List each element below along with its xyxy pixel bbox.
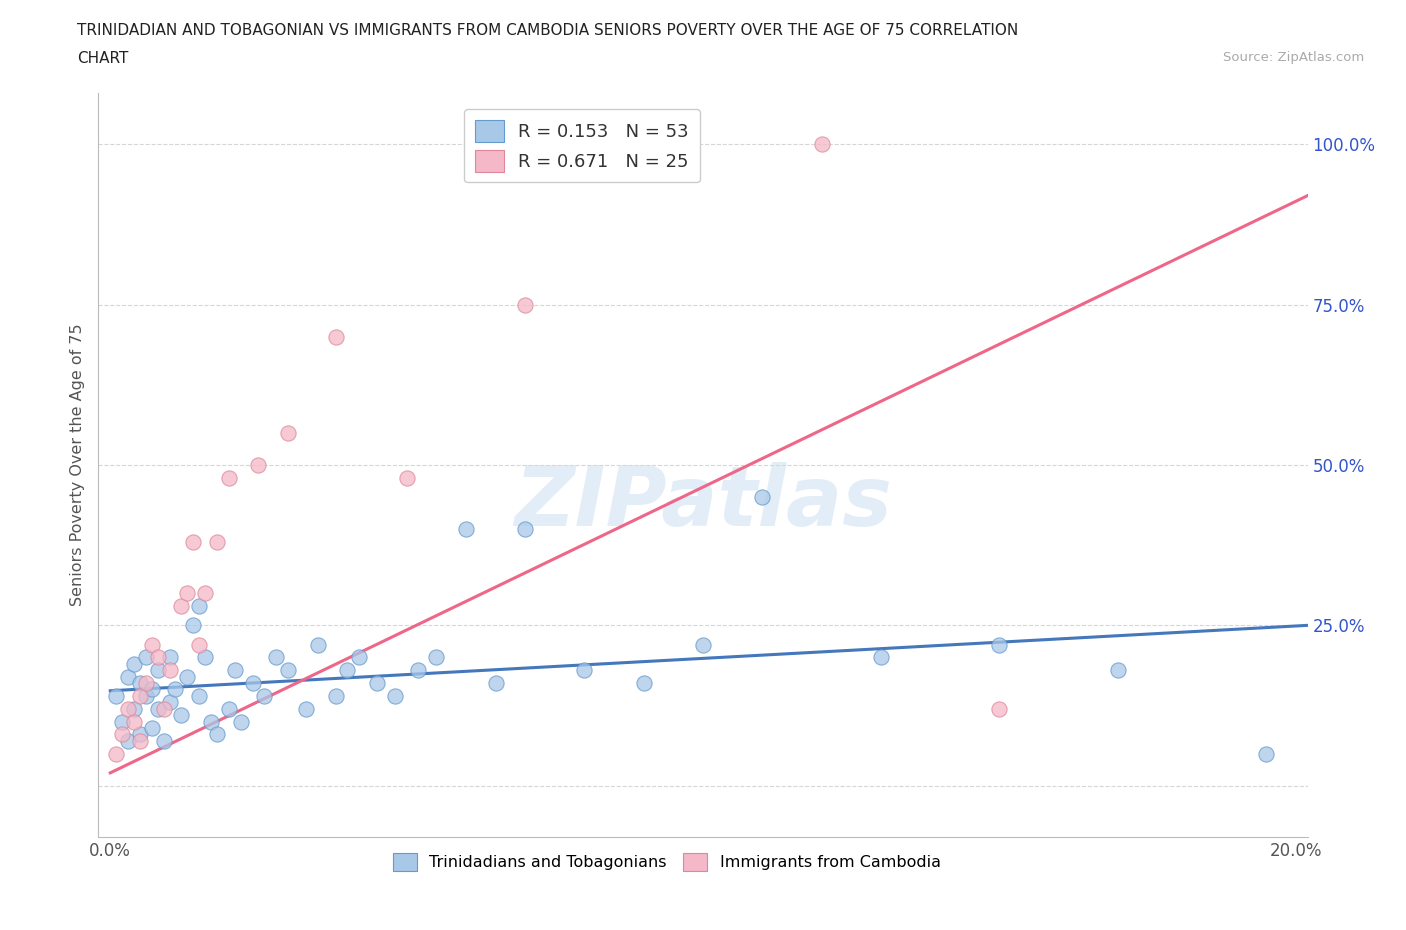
Point [205,535,228,550]
Point [111,727,134,742]
Point [122,714,145,729]
Point [117,734,139,749]
Legend: Trinidadians and Tobagonians, Immigrants from Cambodia: Trinidadians and Tobagonians, Immigrants… [387,846,948,877]
Point [165,682,187,697]
Point [810,137,832,152]
Point [325,688,347,703]
Point [395,471,418,485]
Point [224,663,246,678]
Point [129,688,152,703]
Point [253,688,276,703]
Point [869,650,891,665]
Point [135,675,157,690]
Point [176,670,198,684]
Point [181,535,204,550]
Point [152,734,174,749]
Point [1254,746,1277,761]
Point [988,637,1011,652]
Point [129,675,152,690]
Point [205,727,228,742]
Point [218,701,240,716]
Point [633,675,655,690]
Point [170,599,193,614]
Point [159,663,181,678]
Point [366,675,388,690]
Point [336,663,359,678]
Point [484,675,506,690]
Point [188,599,211,614]
Point [141,682,163,697]
Point [347,650,370,665]
Point [188,688,211,703]
Text: Source: ZipAtlas.com: Source: ZipAtlas.com [1223,51,1364,64]
Point [218,471,240,485]
Point [247,458,270,472]
Point [692,637,714,652]
Point [135,650,157,665]
Point [277,663,299,678]
Point [194,586,217,601]
Point [129,727,152,742]
Point [117,701,139,716]
Point [159,650,181,665]
Point [1107,663,1129,678]
Point [325,329,347,344]
Text: ZIPatlas: ZIPatlas [515,461,891,543]
Text: TRINIDADIAN AND TOBAGONIAN VS IMMIGRANTS FROM CAMBODIA SENIORS POVERTY OVER THE : TRINIDADIAN AND TOBAGONIAN VS IMMIGRANTS… [77,23,1018,38]
Point [141,721,163,736]
Point [988,701,1011,716]
Point [146,663,169,678]
Point [454,522,477,537]
Point [159,695,181,710]
Point [295,701,318,716]
Point [515,522,537,537]
Point [146,650,169,665]
Point [152,701,174,716]
Y-axis label: Seniors Poverty Over the Age of 75: Seniors Poverty Over the Age of 75 [70,324,86,606]
Point [200,714,222,729]
Point [141,637,163,652]
Point [176,586,198,601]
Point [129,734,152,749]
Point [229,714,252,729]
Point [574,663,596,678]
Point [117,670,139,684]
Point [170,708,193,723]
Point [122,701,145,716]
Point [105,688,128,703]
Point [264,650,287,665]
Point [188,637,211,652]
Point [105,746,128,761]
Point [181,618,204,632]
Point [408,663,430,678]
Point [384,688,406,703]
Point [751,489,773,504]
Point [307,637,329,652]
Point [135,688,157,703]
Text: CHART: CHART [77,51,129,66]
Point [146,701,169,716]
Point [194,650,217,665]
Point [425,650,447,665]
Point [111,714,134,729]
Point [277,426,299,441]
Point [242,675,264,690]
Point [122,657,145,671]
Point [515,298,537,312]
